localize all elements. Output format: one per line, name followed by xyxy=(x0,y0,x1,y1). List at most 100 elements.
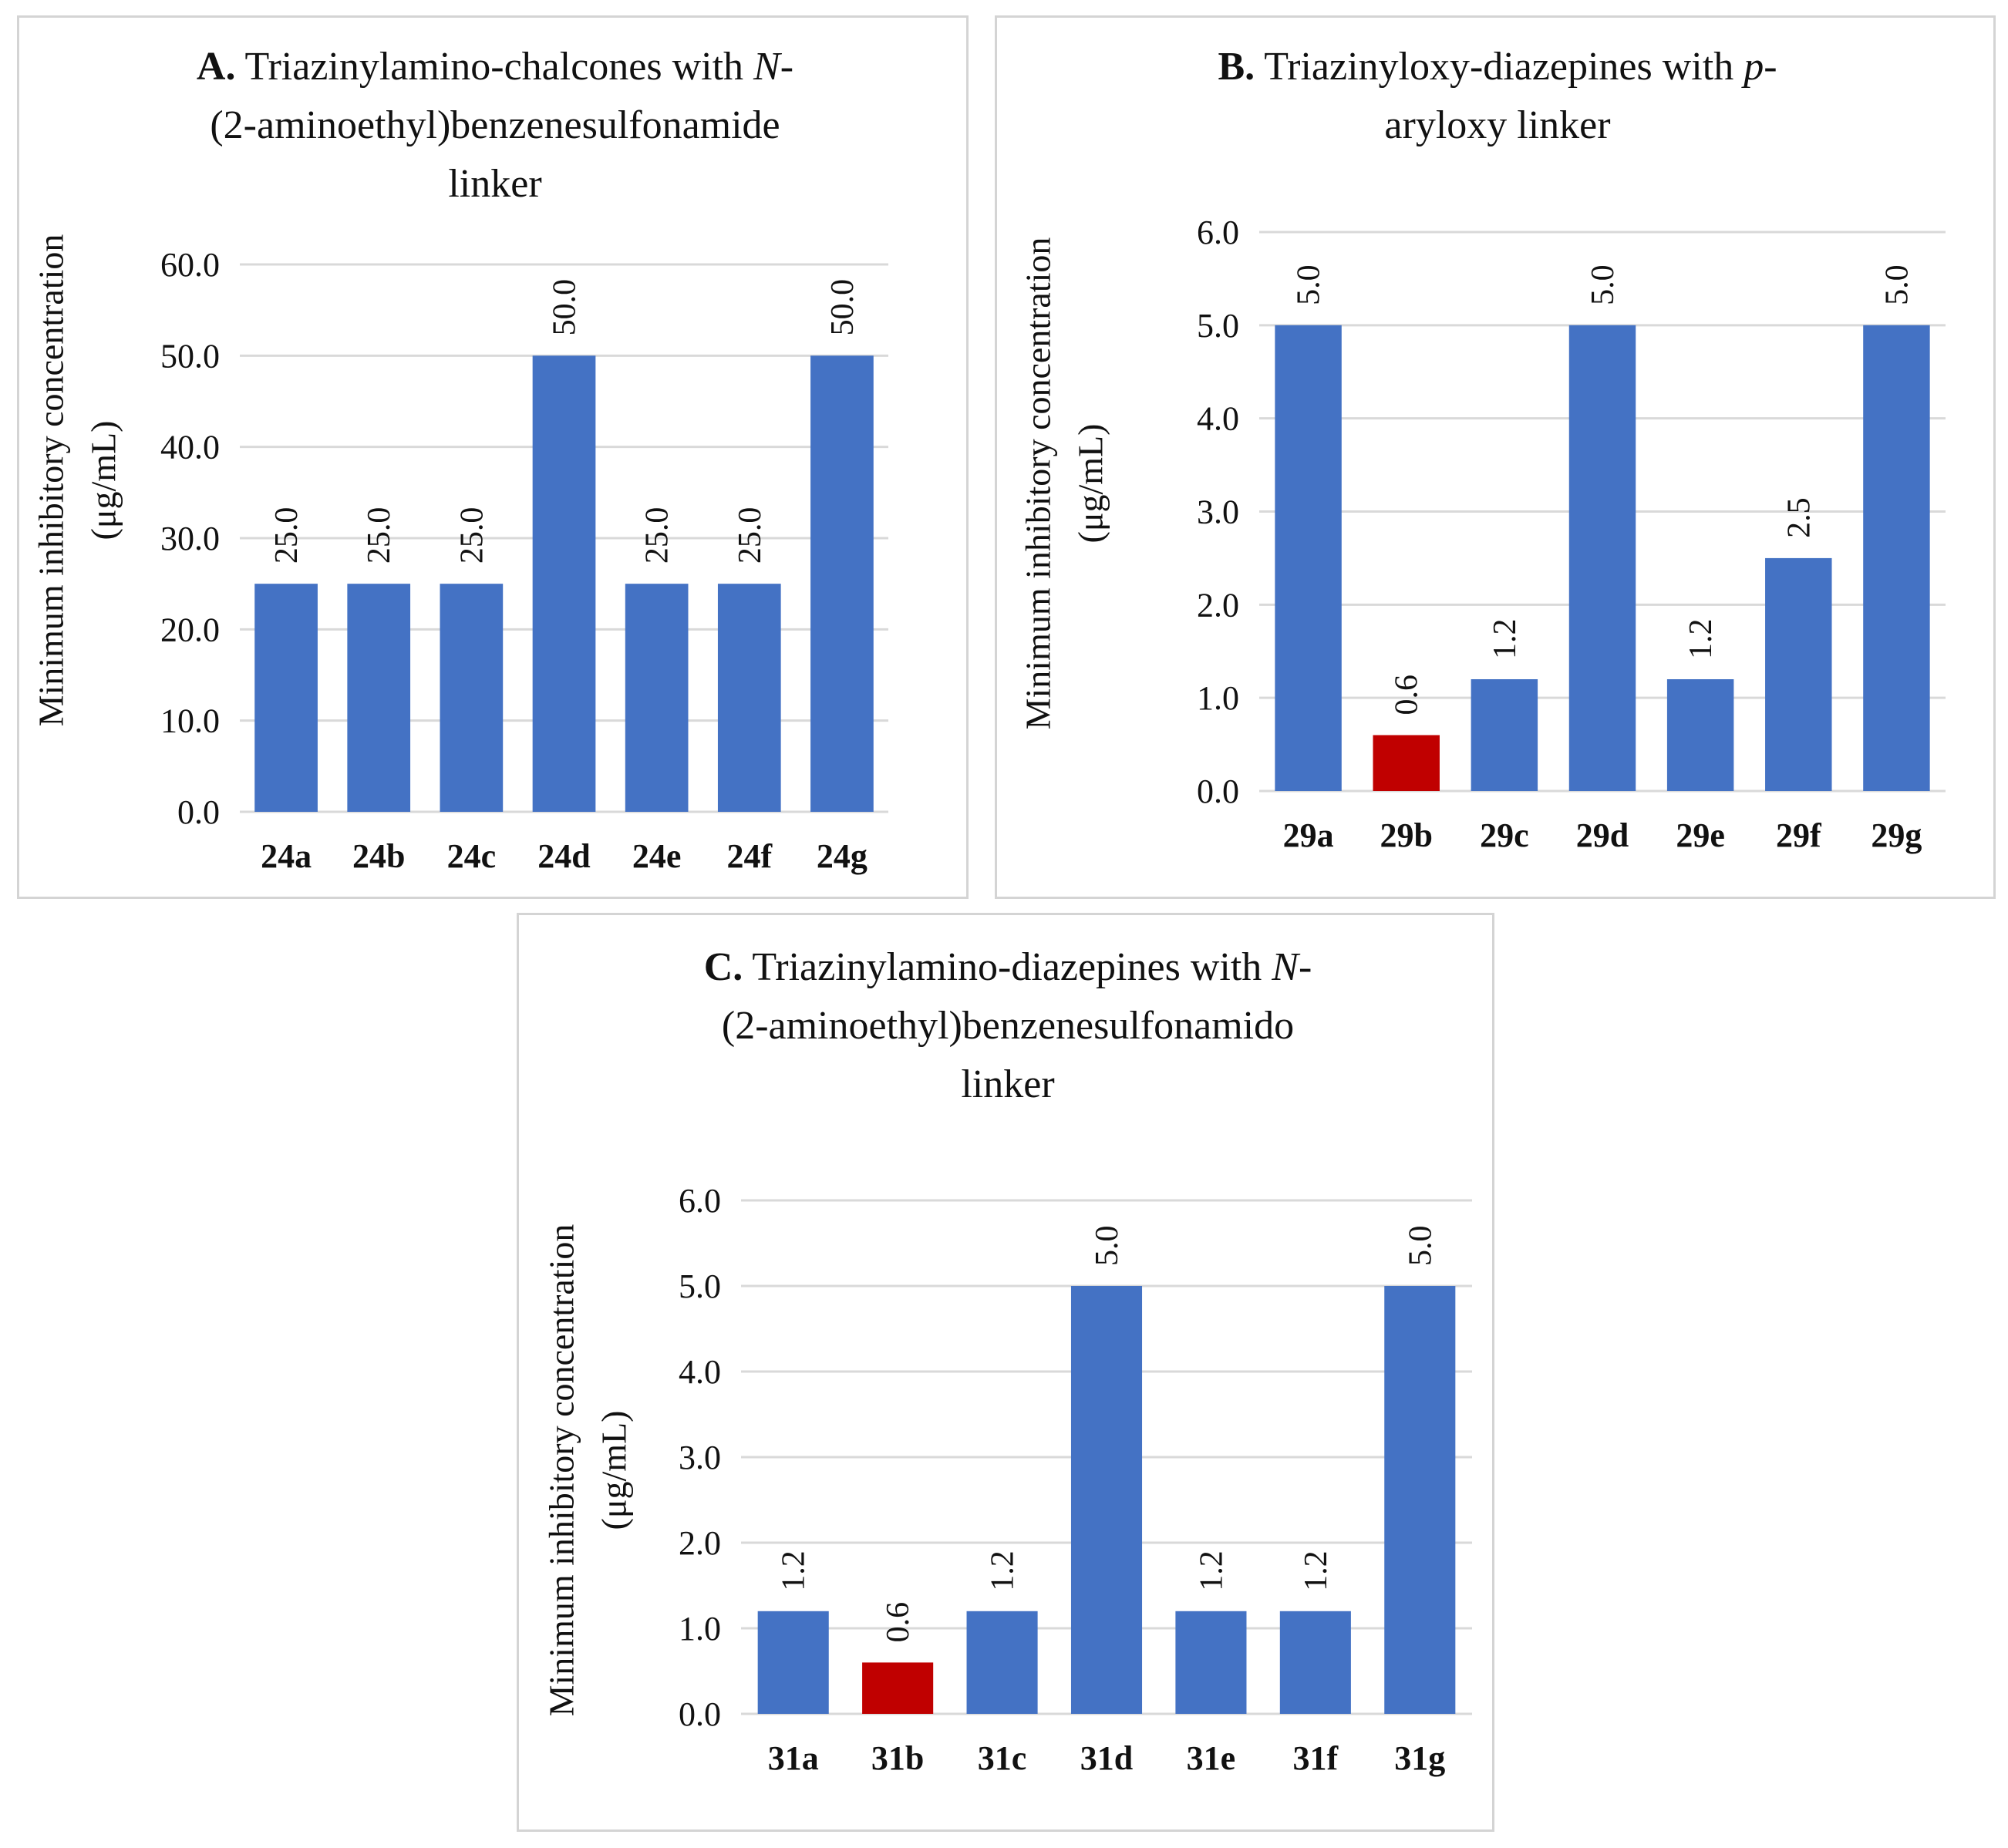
chart-a-ytick-label: 30.0 xyxy=(160,520,220,557)
chart-a-category-label: 24b xyxy=(352,837,405,875)
panel-b-title-line2: aryloxy linker xyxy=(1384,103,1611,147)
chart-b-bar xyxy=(1863,325,1930,791)
chart-b-svg: 0.0 1.0 2.0 3.0 4.0 5.0 6.0 Minimum inhibitory … xyxy=(1019,214,1946,854)
panel-b-title: B. Triazinyloxy-diazepines with p- arylo… xyxy=(1012,38,1983,155)
chart-a-category-label: 24g xyxy=(817,837,868,875)
chart-b-data-label: 1.2 xyxy=(1487,619,1523,660)
chart-b-data-label: 1.2 xyxy=(1683,619,1719,660)
panel-b-title-tail: - xyxy=(1764,45,1777,89)
chart-b-ytick-label: 5.0 xyxy=(1197,307,1239,345)
panel-a: A. Triazinylamino-chalcones with N- (2-a… xyxy=(17,15,969,899)
chart-b-ytick-label: 4.0 xyxy=(1197,400,1239,438)
chart-c-data-label: 5.0 xyxy=(1403,1226,1438,1267)
chart-c-ytick-label: 1.0 xyxy=(679,1610,721,1648)
chart-c-ytick-label: 5.0 xyxy=(679,1267,721,1305)
chart-b-ytick-label: 1.0 xyxy=(1197,679,1239,717)
chart-c-ytick-label: 3.0 xyxy=(679,1439,721,1476)
chart-a-ytick-label: 10.0 xyxy=(160,702,220,740)
chart-b-bar xyxy=(1275,325,1342,791)
chart-b-category-label: 29b xyxy=(1380,816,1432,854)
chart-a-data-label: 50.0 xyxy=(825,279,861,336)
chart-a-data-label: 25.0 xyxy=(362,507,397,564)
chart-a-category-label: 24f xyxy=(726,837,773,875)
chart-b-category-label: 29g xyxy=(1871,816,1922,854)
panel-c-title-line2: (2-aminoethyl)benzenesulfonamido xyxy=(721,1004,1295,1048)
chart-b-ytick-label: 3.0 xyxy=(1197,493,1239,531)
chart-b-category-label: 29e xyxy=(1676,816,1725,854)
chart-c-bar xyxy=(1070,1286,1143,1714)
chart-a-ytick-label: 60.0 xyxy=(160,246,220,284)
panel-c-title-tail: - xyxy=(1298,945,1312,989)
chart-a-ytick-label: 0.0 xyxy=(177,793,220,831)
chart-c-ytick-label: 6.0 xyxy=(679,1182,721,1220)
chart-b-bar xyxy=(1666,679,1734,791)
panel-b: B. Triazinyloxy-diazepines with p- arylo… xyxy=(995,15,1996,899)
chart-c-category-label: 31b xyxy=(871,1739,924,1777)
chart-b-ylabel-line2: (μg/mL) xyxy=(1071,424,1110,544)
chart-c-ylabel-line2: (μg/mL) xyxy=(595,1411,634,1530)
chart-c-bar xyxy=(1279,1611,1351,1714)
panel-c-title-line3: linker xyxy=(961,1062,1055,1106)
chart-b-category-label: 29f xyxy=(1776,816,1822,854)
panel-b-title-line1: Triazinyloxy-diazepines with xyxy=(1264,45,1744,89)
chart-a-bar xyxy=(347,584,411,812)
chart-a-bar xyxy=(532,355,596,812)
chart-c-data-label: 5.0 xyxy=(1090,1226,1125,1267)
chart-c-data-label: 1.2 xyxy=(1299,1550,1334,1591)
chart-a-data-label: 25.0 xyxy=(640,507,676,564)
chart-c-svg: 0.0 1.0 2.0 3.0 4.0 5.0 6.0 Minimum inhibitory … xyxy=(542,1182,1472,1777)
panel-a-title: A. Triazinylamino-chalcones with N- (2-a… xyxy=(35,38,955,214)
panel-a-title-line3: linker xyxy=(448,162,542,206)
chart-a-category-label: 24c xyxy=(447,837,497,875)
chart-b-ytick-label: 0.0 xyxy=(1197,773,1239,810)
chart-b-category-label: 29a xyxy=(1283,816,1334,854)
chart-b-category-label: 29c xyxy=(1480,816,1529,854)
chart-b-data-label: 5.0 xyxy=(1292,264,1327,305)
chart-b-bar xyxy=(1471,679,1538,791)
chart-a-bar xyxy=(717,584,781,812)
chart-b-data-label: 0.6 xyxy=(1390,675,1425,715)
chart-c-category-label: 31d xyxy=(1080,1739,1133,1777)
chart-b-ylabel-line1: Minimum inhibitory concentration xyxy=(1019,237,1058,730)
chart-a-data-label: 25.0 xyxy=(454,507,490,564)
chart-a-bar xyxy=(625,584,689,812)
chart-b-bar xyxy=(1373,735,1440,791)
chart-b-data-label: 5.0 xyxy=(1585,264,1621,305)
chart-c-bar xyxy=(862,1662,934,1714)
chart-b-category-label: 29d xyxy=(1576,816,1629,854)
chart-a-svg: 0.0 10.0 20.0 30.0 40.0 50.0 60.0 Minimum inhib… xyxy=(32,234,888,875)
chart-b-ytick-label: 2.0 xyxy=(1197,586,1239,624)
chart-a-bar xyxy=(440,584,504,812)
chart-c-bar xyxy=(1175,1611,1247,1714)
panel-b-title-italic: p xyxy=(1744,45,1764,89)
chart-a-bar xyxy=(254,584,318,812)
chart-a-category-label: 24a xyxy=(261,837,312,875)
panel-c-title-italic: N xyxy=(1272,945,1299,989)
chart-b-bar xyxy=(1568,325,1636,791)
chart-a-data-label: 50.0 xyxy=(547,279,583,336)
chart-a-bar xyxy=(810,355,874,812)
chart-c-data-label: 1.2 xyxy=(777,1550,812,1591)
panel-c-title: C. Triazinylamino-diazepines with N- (2-… xyxy=(534,938,1481,1114)
chart-c-category-label: 31e xyxy=(1187,1739,1236,1777)
chart-c-ytick-label: 0.0 xyxy=(679,1695,721,1733)
chart-b-ytick-label: 6.0 xyxy=(1197,214,1239,251)
chart-a-ylabel-line2: (μg/mL) xyxy=(84,421,123,540)
panel-a-title-italic: N xyxy=(753,45,780,89)
chart-c-bar xyxy=(1384,1286,1456,1714)
chart-a-category-label: 24e xyxy=(632,837,682,875)
chart-c-category-label: 31g xyxy=(1394,1739,1445,1777)
panel-c: C. Triazinylamino-diazepines with N- (2-… xyxy=(517,913,1494,1832)
chart-a-ylabel-line1: Minimum inhibitory concentration xyxy=(32,234,71,727)
panel-a-title-line2: (2-aminoethyl)benzenesulfonamide xyxy=(210,103,780,147)
chart-c-category-label: 31f xyxy=(1293,1739,1339,1777)
chart-a-data-label: 25.0 xyxy=(269,507,305,564)
chart-c-data-label: 0.6 xyxy=(881,1602,916,1643)
panel-a-title-letter: A. xyxy=(196,45,236,89)
chart-c-ylabel-line1: Minimum inhibitory concentration xyxy=(542,1224,581,1717)
chart-c-ytick-label: 4.0 xyxy=(679,1353,721,1391)
chart-b-bar xyxy=(1765,557,1832,791)
chart-a-ytick-label: 50.0 xyxy=(160,337,220,375)
chart-b-data-label: 2.5 xyxy=(1781,497,1817,538)
chart-b-data-label: 5.0 xyxy=(1879,264,1915,305)
